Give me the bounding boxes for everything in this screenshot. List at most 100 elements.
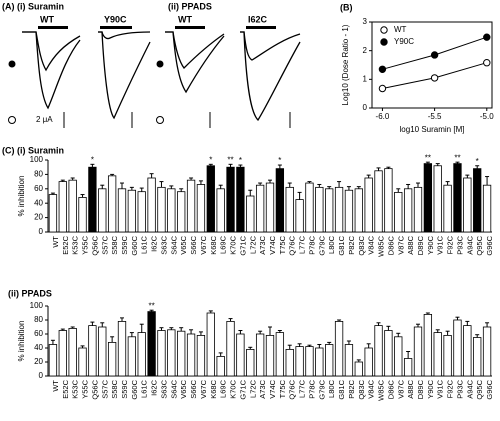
- significance: *: [91, 155, 94, 164]
- x-tick-label: A88C: [406, 235, 415, 254]
- significance: *: [239, 156, 242, 165]
- x-tick-label: S57C: [100, 379, 109, 398]
- x-tick-label: S58C: [110, 235, 119, 254]
- point: [430, 51, 439, 59]
- panel-a-title: (A) (i) Suramin: [2, 1, 64, 11]
- x-tick-label: S59C: [120, 379, 129, 398]
- bar: [78, 197, 87, 233]
- bar: [354, 188, 363, 233]
- bar: [147, 177, 156, 233]
- trace-label: WT: [40, 14, 54, 24]
- x-axis-label: log10 Suramin [M]: [400, 125, 465, 134]
- significance: **: [425, 153, 431, 162]
- bar: [137, 191, 146, 233]
- x-tick-label: Y55C: [81, 379, 90, 398]
- x-tick-label: S66C: [189, 379, 198, 398]
- y-tick-label: 60: [34, 184, 43, 193]
- x-tick-label: L77C: [298, 235, 307, 254]
- bar: [265, 182, 275, 233]
- bar: [137, 332, 146, 377]
- bar: [403, 188, 413, 233]
- x-tick-label: E52C: [61, 235, 70, 254]
- trace: [240, 31, 301, 122]
- x-tick-label: V74C: [268, 235, 277, 254]
- y-tick-label: 60: [34, 329, 43, 338]
- bar: [157, 330, 166, 377]
- y-tick-label: 0: [39, 227, 44, 236]
- marker-icon: [156, 116, 164, 124]
- bar: [384, 330, 393, 377]
- bar: [246, 195, 255, 233]
- x-tick-label: L80C: [327, 235, 336, 254]
- bar: [88, 166, 97, 233]
- x-tick-label: V91C: [436, 235, 445, 254]
- bar: [147, 311, 156, 377]
- y-tick-label: 100: [30, 301, 44, 310]
- bar: [453, 163, 462, 233]
- y-axis-label: Log10 (Dose Ratio - 1): [341, 24, 350, 105]
- trace-label: WT: [178, 14, 192, 24]
- x-tick-label: V84C: [367, 379, 376, 398]
- y-tick-label: 40: [34, 343, 43, 352]
- x-tick-label: -6.0: [376, 112, 390, 121]
- legend-label: WT: [394, 25, 407, 34]
- bar: [255, 333, 265, 377]
- bar: [334, 186, 344, 233]
- x-tick-label: A73C: [258, 235, 267, 254]
- x-tick-label: T75C: [278, 379, 287, 398]
- bar: [196, 184, 206, 233]
- x-tick-label: G60C: [130, 235, 139, 255]
- y-axis-label: % inhibition: [17, 176, 26, 217]
- x-tick-label: Q83C: [357, 379, 366, 399]
- x-tick-label: S63C: [159, 379, 168, 398]
- app-bar: [246, 26, 276, 29]
- scale-label: 2 μA: [36, 115, 53, 124]
- bar: [423, 163, 433, 233]
- x-tick-label: V67C: [199, 379, 208, 398]
- legend-label: Y90C: [394, 37, 414, 46]
- y-tick-label: 2: [363, 46, 368, 55]
- bar: [305, 182, 314, 233]
- x-tick-label: L69C: [219, 235, 228, 254]
- app-bar: [38, 26, 68, 29]
- y-axis-label: % inhibition: [17, 321, 26, 362]
- point: [483, 33, 491, 41]
- bar: [117, 320, 127, 377]
- bar: [117, 188, 127, 233]
- x-tick-label: L61C: [140, 235, 149, 254]
- significance: *: [476, 157, 479, 166]
- x-tick-label: A88C: [406, 379, 415, 398]
- x-tick-label: V65C: [179, 379, 188, 398]
- legend-marker: [380, 38, 388, 46]
- point: [378, 65, 387, 74]
- marker-icon: [8, 60, 16, 68]
- x-tick-label: E52C: [61, 379, 70, 398]
- x-tick-label: Y90C: [426, 235, 435, 254]
- bar: [88, 325, 97, 377]
- bar: [295, 346, 304, 377]
- y-tick-label: 80: [34, 315, 43, 324]
- bar: [58, 181, 67, 233]
- panel-a: (A) (i) Suramin (ii) PPADS WT Y90C WT I6…: [2, 1, 301, 128]
- bar: [463, 177, 472, 233]
- x-tick-label: Y55C: [81, 235, 90, 254]
- x-tick-label: V87C: [396, 235, 405, 254]
- x-tick-label: G71C: [238, 235, 247, 255]
- bar: [364, 347, 373, 377]
- x-tick-label: L80C: [327, 379, 336, 398]
- point: [430, 74, 439, 82]
- significance: **: [148, 301, 154, 310]
- bar: [315, 186, 324, 233]
- bar: [364, 177, 373, 233]
- bar: [58, 330, 67, 377]
- bar: [334, 320, 344, 377]
- bar: [344, 189, 354, 233]
- app-bar: [175, 26, 205, 29]
- x-tick-label: Q76C: [288, 379, 297, 399]
- x-tick-label: S64C: [169, 235, 178, 254]
- x-tick-label: L72C: [248, 379, 257, 398]
- significance: *: [278, 156, 281, 165]
- bar: [473, 168, 482, 233]
- bar: [206, 312, 215, 377]
